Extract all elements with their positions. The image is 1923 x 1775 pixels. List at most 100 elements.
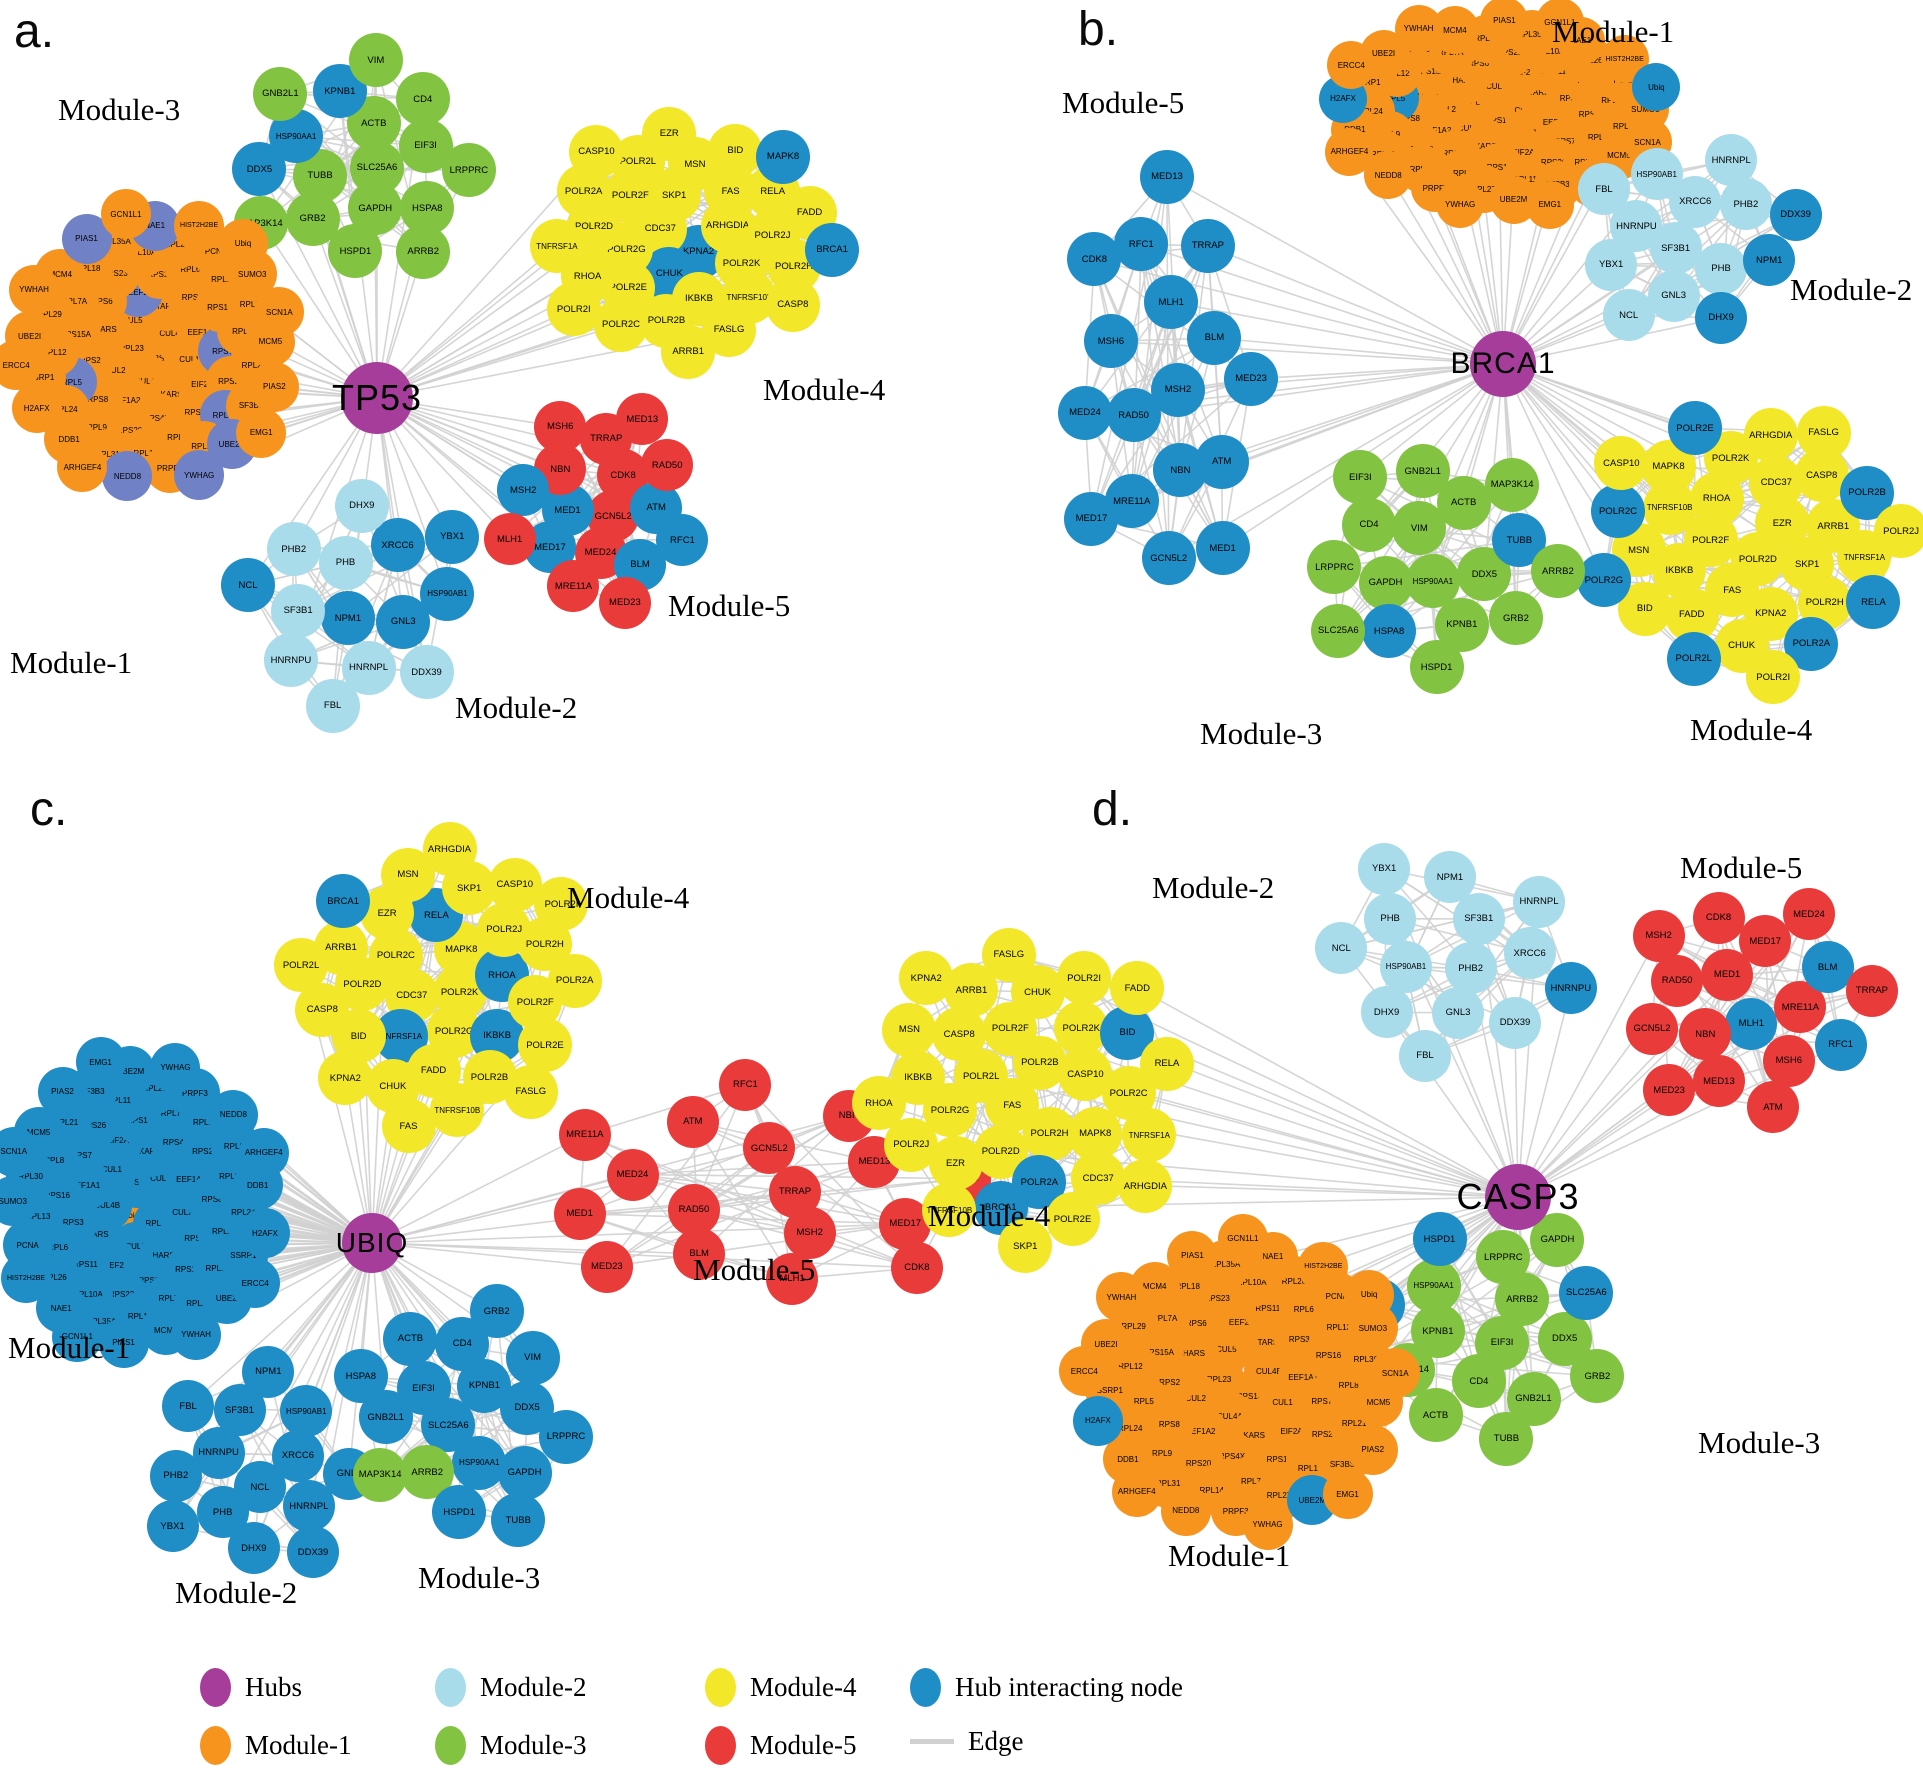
hub-UBIQ[interactable] [342, 1213, 402, 1273]
node-HSP90AA1[interactable]: HSP90AA1 [1406, 1258, 1461, 1313]
node-GRB2[interactable]: GRB2 [469, 1284, 524, 1339]
hub-TP53[interactable] [341, 362, 413, 434]
node-FBL[interactable]: FBL [305, 678, 360, 733]
node-NPM1[interactable]: NPM1 [1424, 851, 1476, 904]
node-LRPPRC[interactable]: LRPPRC [441, 143, 496, 198]
node-GNB2L1[interactable]: GNB2L1 [1395, 444, 1450, 499]
node-MED1[interactable]: MED1 [553, 1187, 606, 1240]
node-ATM[interactable]: ATM [1746, 1081, 1799, 1134]
node-PHB[interactable]: PHB [1695, 242, 1748, 295]
node-FASLG[interactable]: FASLG [1796, 405, 1851, 460]
node-YWHAG[interactable]: YWHAG [1436, 180, 1485, 229]
node-RFC1[interactable]: RFC1 [1814, 1018, 1867, 1071]
node-SLC25A6[interactable]: SLC25A6 [1311, 603, 1366, 658]
node-FBL[interactable]: FBL [1577, 163, 1630, 216]
node-ARHGEF4[interactable]: ARHGEF4 [1325, 127, 1374, 176]
node-FAS[interactable]: FAS [381, 1099, 436, 1154]
node-POLR2A[interactable]: POLR2A [547, 953, 602, 1008]
node-POLR2J[interactable]: POLR2J [1874, 504, 1923, 559]
node-H2AFX[interactable]: H2AFX [1072, 1395, 1123, 1446]
node-VIM[interactable]: VIM [505, 1330, 560, 1385]
node-POLR2C[interactable]: POLR2C [1590, 484, 1645, 539]
node-NPM1[interactable]: NPM1 [320, 591, 375, 646]
node-POLR2K[interactable]: POLR2K [1054, 1001, 1109, 1055]
node-H2AFX[interactable]: H2AFX [239, 1208, 290, 1259]
node-MED24[interactable]: MED24 [606, 1148, 659, 1201]
node-MED23[interactable]: MED23 [1224, 351, 1279, 406]
node-MSH6[interactable]: MSH6 [534, 400, 587, 453]
node-HSPD1[interactable]: HSPD1 [1409, 640, 1464, 695]
node-DHX9[interactable]: DHX9 [1360, 986, 1413, 1039]
node-POLR2I[interactable]: POLR2I [1057, 951, 1112, 1006]
node-TRRAP[interactable]: TRRAP [1845, 964, 1898, 1017]
node-CD4[interactable]: CD4 [395, 72, 450, 127]
node-Ubiq[interactable]: Ubiq [217, 218, 268, 269]
node-HSPD1[interactable]: HSPD1 [432, 1485, 487, 1540]
node-XRCC6[interactable]: XRCC6 [271, 1429, 324, 1482]
node-ACTB[interactable]: ACTB [1408, 1388, 1463, 1443]
node-TUBB[interactable]: TUBB [1479, 1411, 1534, 1466]
node-EMG1[interactable]: EMG1 [75, 1037, 126, 1088]
node-HIST2H2BE[interactable]: HIST2H2BE [1298, 1241, 1349, 1292]
node-PIAS1[interactable]: PIAS1 [1480, 0, 1529, 45]
node-ARRB2[interactable]: ARRB2 [396, 224, 451, 279]
node-PHB2[interactable]: PHB2 [1719, 178, 1772, 231]
node-DDX39[interactable]: DDX39 [1769, 188, 1822, 241]
node-PHB[interactable]: PHB [318, 535, 373, 590]
node-PHB[interactable]: PHB [1364, 892, 1417, 945]
node-MLH1[interactable]: MLH1 [483, 513, 536, 566]
node-Ubiq[interactable]: Ubiq [1344, 1269, 1395, 1320]
node-MED23[interactable]: MED23 [1643, 1064, 1696, 1117]
node-HIST2H2BE[interactable]: HIST2H2BE [174, 200, 225, 251]
node-POLR2E[interactable]: POLR2E [517, 1018, 572, 1073]
node-ATM[interactable]: ATM [666, 1095, 719, 1148]
node-HSP90AA1[interactable]: HSP90AA1 [452, 1435, 507, 1490]
node-MSH6[interactable]: MSH6 [1762, 1034, 1815, 1087]
node-GAPDH[interactable]: GAPDH [1358, 555, 1413, 610]
node-ARHGDIA[interactable]: ARHGDIA [422, 822, 477, 877]
node-RFC1[interactable]: RFC1 [719, 1058, 772, 1111]
node-HSP90AB1[interactable]: HSP90AB1 [1380, 940, 1432, 993]
node-NEDD8[interactable]: NEDD8 [1160, 1485, 1211, 1536]
node-POLR2E[interactable]: POLR2E [1045, 1192, 1100, 1247]
node-ARHGDIA[interactable]: ARHGDIA [1743, 408, 1798, 463]
node-CDK8[interactable]: CDK8 [1692, 891, 1745, 944]
node-ARRB2[interactable]: ARRB2 [1530, 544, 1585, 599]
node-LRPPRC[interactable]: LRPPRC [538, 1409, 593, 1464]
node-SLC25A6[interactable]: SLC25A6 [1559, 1265, 1614, 1320]
node-GNL3[interactable]: GNL3 [1432, 986, 1485, 1039]
node-GCN5L2[interactable]: GCN5L2 [1626, 1002, 1679, 1055]
node-ARRB1[interactable]: ARRB1 [661, 324, 716, 379]
node-XRCC6[interactable]: XRCC6 [1503, 927, 1556, 980]
node-HSP90AB1[interactable]: HSP90AB1 [1630, 148, 1683, 201]
node-MAP3K14[interactable]: MAP3K14 [1485, 457, 1540, 512]
node-CASP10[interactable]: CASP10 [569, 124, 624, 179]
node-EMG1[interactable]: EMG1 [236, 407, 287, 458]
node-BRCA1[interactable]: BRCA1 [805, 222, 860, 277]
node-TNFRSF1A[interactable]: TNFRSF1A [529, 219, 584, 274]
node-MSH2[interactable]: MSH2 [497, 464, 550, 517]
node-CD4[interactable]: CD4 [1342, 497, 1397, 552]
node-PHB2[interactable]: PHB2 [266, 522, 321, 577]
node-POLR2L[interactable]: POLR2L [1666, 631, 1721, 686]
node-NCL[interactable]: NCL [1602, 289, 1655, 342]
node-GNL3[interactable]: GNL3 [1647, 269, 1700, 322]
node-FBL[interactable]: FBL [1398, 1029, 1451, 1082]
node-BID[interactable]: BID [708, 123, 763, 178]
node-HSPD1[interactable]: HSPD1 [1412, 1212, 1467, 1267]
node-POLR2E[interactable]: POLR2E [1668, 401, 1722, 455]
node-SF3B1[interactable]: SF3B1 [271, 583, 326, 638]
node-MSH6[interactable]: MSH6 [1083, 314, 1138, 369]
node-CDK8[interactable]: CDK8 [890, 1241, 943, 1294]
node-CASP8[interactable]: CASP8 [765, 277, 820, 332]
node-PHB2[interactable]: PHB2 [149, 1449, 202, 1502]
node-PIAS1[interactable]: PIAS1 [1167, 1230, 1218, 1281]
node-PIAS1[interactable]: PIAS1 [98, 1317, 149, 1368]
node-MED13[interactable]: MED13 [1139, 149, 1194, 204]
node-DHX9[interactable]: DHX9 [227, 1522, 280, 1575]
hub-CASP3[interactable] [1485, 1164, 1551, 1230]
node-GCN1L1[interactable]: GCN1L1 [1217, 1213, 1268, 1264]
node-PIAS2[interactable]: PIAS2 [249, 361, 300, 412]
node-MED1[interactable]: MED1 [1195, 521, 1250, 576]
node-YBX1[interactable]: YBX1 [1358, 842, 1411, 895]
